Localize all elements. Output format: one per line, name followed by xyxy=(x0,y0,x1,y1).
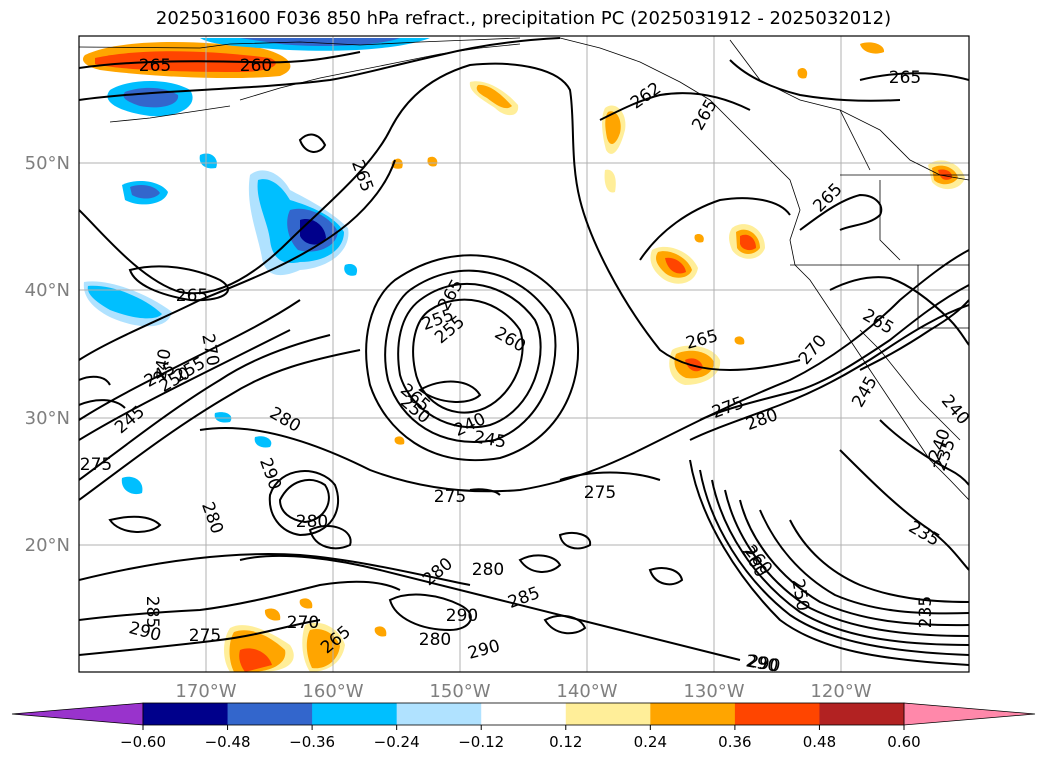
colorbar-tick-label: 0.48 xyxy=(803,733,836,751)
lon-label: 120°W xyxy=(810,681,871,702)
graticule xyxy=(79,36,969,672)
contour-label: 290 xyxy=(446,606,478,626)
colorbar-tick-label: 0.60 xyxy=(887,733,920,751)
colorbar-cell xyxy=(565,703,651,725)
contour-label: 265 xyxy=(176,286,208,306)
contour-label: 280 xyxy=(472,560,504,580)
precip-area-positive xyxy=(239,648,272,672)
lon-label: 140°W xyxy=(556,681,617,702)
lon-label: 170°W xyxy=(175,681,236,702)
contour-label: 285 xyxy=(142,596,162,628)
precip-area-positive xyxy=(299,598,313,609)
colorbar-cell xyxy=(650,703,736,725)
precip-area-positive xyxy=(306,628,340,669)
precip-area-positive xyxy=(860,42,885,54)
precip-area-positive xyxy=(605,111,621,145)
precip-area-negative xyxy=(344,264,358,276)
colorbar-cell xyxy=(481,703,567,725)
lat-label: 20°N xyxy=(25,535,70,556)
precip-area-positive xyxy=(694,233,704,243)
precip-area-negative xyxy=(121,476,143,495)
colorbar-outline xyxy=(142,702,905,726)
plot-frame xyxy=(78,35,970,673)
contour-label: 265 xyxy=(889,68,921,88)
precip-area-positive xyxy=(740,234,756,251)
precip-area-positive xyxy=(604,169,616,193)
colorbar-extend-max xyxy=(903,702,1036,726)
precip-area-negative xyxy=(87,285,162,319)
contour-label: 235 xyxy=(916,596,936,628)
colorbar-cell xyxy=(396,703,482,725)
contour-label: 275 xyxy=(434,487,466,507)
contour-label: 275 xyxy=(189,626,221,646)
colorbar-tick-label: −0.24 xyxy=(374,733,420,751)
contour-label: 280 xyxy=(419,630,451,650)
precip-area-negative xyxy=(199,153,217,169)
colorbar: −0.60 −0.48 −0.36 −0.24 −0.12 0.12 0.24 0.36 0.4… xyxy=(11,702,1036,751)
contour-label: 260 xyxy=(240,56,272,76)
precip-area-positive xyxy=(476,84,512,109)
lat-label: 50°N xyxy=(25,153,70,174)
contour-label: 270 xyxy=(287,613,319,633)
colorbar-cell xyxy=(312,703,398,725)
contour-label: 280 xyxy=(296,512,328,532)
precip-area-positive xyxy=(665,257,686,274)
contour-label: 275 xyxy=(80,455,112,475)
colorbar-extend-min xyxy=(11,702,144,726)
colorbar-cell xyxy=(227,703,313,725)
colorbar-tick-label: 0.36 xyxy=(718,733,751,751)
colorbar-tick-label: 0.12 xyxy=(549,733,582,751)
precip-area-positive xyxy=(734,336,745,345)
colorbar-tick-label: 0.24 xyxy=(634,733,667,751)
precip-area-negative xyxy=(130,185,160,199)
precip-area-negative xyxy=(240,38,400,46)
precip-area-positive xyxy=(427,156,438,167)
precip-area-positive xyxy=(374,626,387,637)
colorbar-cell xyxy=(819,703,905,725)
lat-label: 30°N xyxy=(25,408,70,429)
lat-label: 40°N xyxy=(25,280,70,301)
precip-area-positive xyxy=(394,436,405,445)
colorbar-cell xyxy=(734,703,820,725)
colorbar-tick-label: −0.36 xyxy=(289,733,335,751)
contour-label: 265 xyxy=(139,56,171,76)
map-title: 2025031600 F036 850 hPa refract., precip… xyxy=(155,8,892,29)
colorbar-tick-label: −0.48 xyxy=(205,733,251,751)
precip-area-negative xyxy=(214,412,232,423)
refractivity-contours xyxy=(79,37,969,666)
lon-label: 130°W xyxy=(683,681,744,702)
colorbar-cell xyxy=(143,703,229,725)
colorbar-tick-label: −0.12 xyxy=(458,733,504,751)
lon-label: 150°W xyxy=(429,681,490,702)
precip-area-positive xyxy=(264,608,281,621)
colorbar-tick-label: −0.60 xyxy=(120,733,166,751)
contour-label: 275 xyxy=(584,483,616,503)
precip-area-positive xyxy=(797,67,808,79)
precip-shading xyxy=(82,38,965,672)
contour-label: 290 xyxy=(744,651,779,676)
lon-label: 160°W xyxy=(302,681,363,702)
precip-area-negative xyxy=(254,436,272,448)
